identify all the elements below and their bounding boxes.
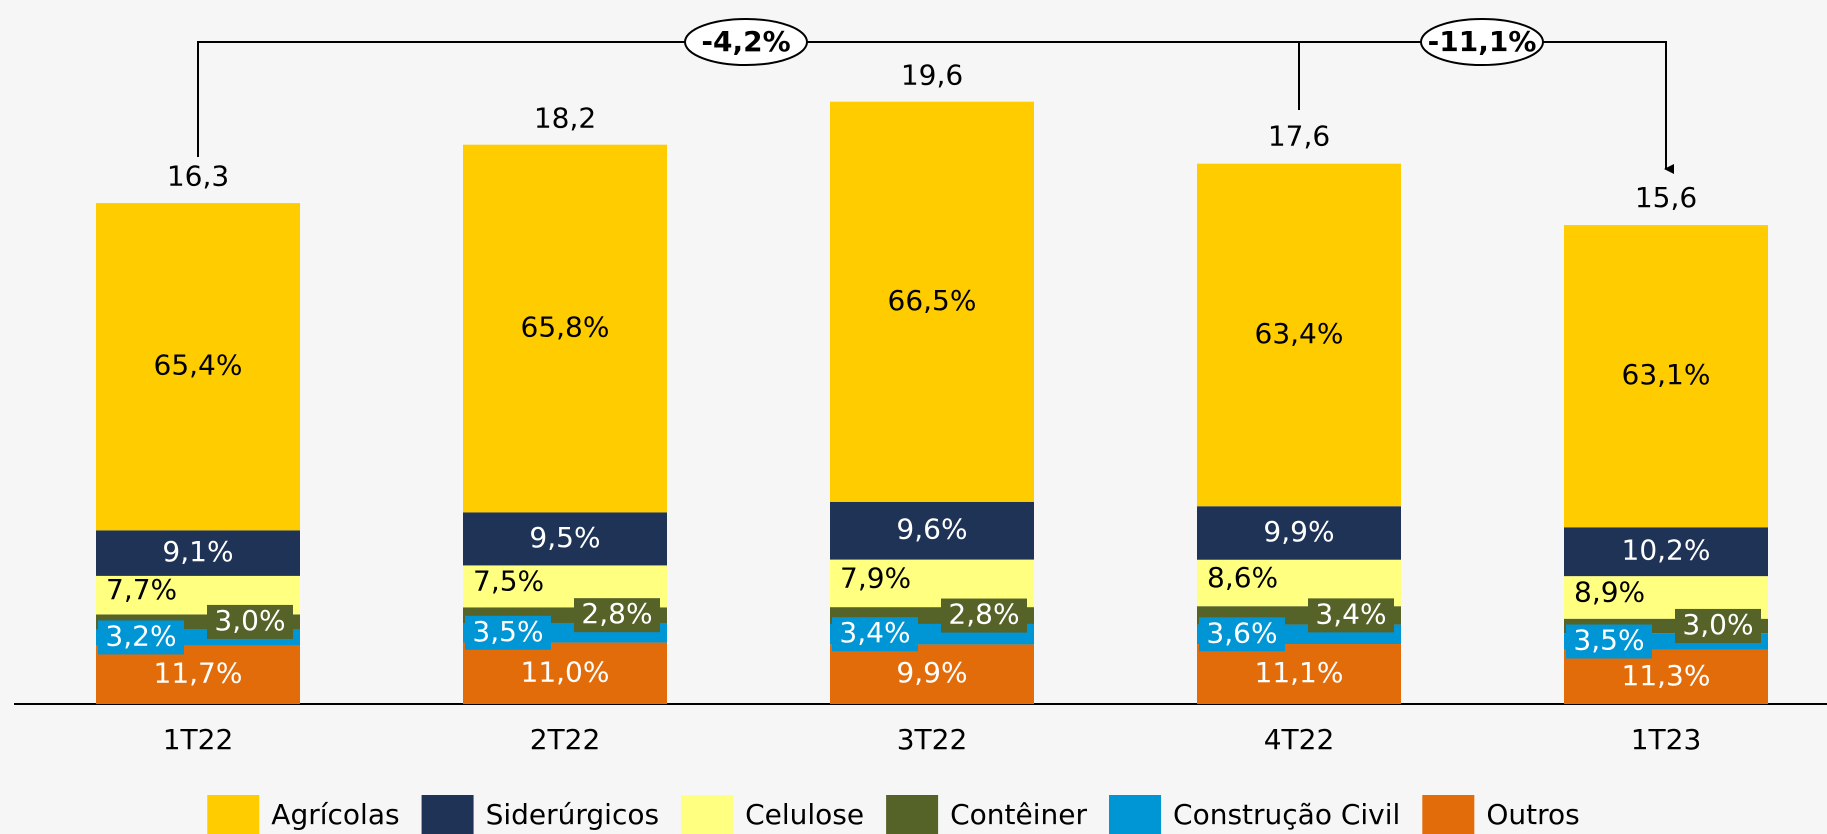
data-label: 9,9%: [896, 656, 967, 689]
bar-segment: [1197, 644, 1401, 704]
bar-segment: [1197, 163, 1401, 507]
legend-label: Agrícolas: [271, 798, 399, 831]
legend-swatch: [421, 795, 474, 834]
total-label: 17,6: [1268, 120, 1330, 153]
legend-swatch: [207, 795, 260, 834]
label-box: [1675, 608, 1761, 643]
data-label: 65,8%: [521, 311, 610, 344]
legend-swatch: [681, 795, 734, 834]
annotation-oval: [684, 18, 808, 66]
label-box: [98, 620, 184, 655]
data-label: 7,9%: [840, 561, 911, 594]
data-label: 11,3%: [1622, 659, 1711, 692]
data-label: 63,4%: [1255, 317, 1344, 350]
x-tick-label: 2T22: [530, 723, 601, 756]
data-label: 3,4%: [1315, 597, 1386, 630]
data-label: 3,6%: [1206, 616, 1277, 649]
annotation-oval: [1420, 18, 1544, 66]
total-label: 16,3: [167, 160, 229, 193]
data-label: 10,2%: [1622, 534, 1711, 567]
bar-segment: [463, 144, 667, 513]
x-tick-label: 4T22: [1264, 723, 1335, 756]
bar-segment: [96, 645, 300, 704]
data-label: 3,5%: [472, 615, 543, 648]
label-box: [1566, 624, 1652, 659]
bar-segment: [1564, 649, 1768, 704]
label-box: [465, 615, 551, 650]
data-label: 2,8%: [948, 598, 1019, 631]
bar-segment: [830, 501, 1034, 560]
label-box: [207, 604, 293, 639]
bar-segment: [1197, 506, 1401, 560]
data-label: 11,7%: [154, 657, 243, 690]
legend: Agrícolas Siderúrgicos Celulose Contêiner Co…: [207, 795, 1580, 834]
bar-segment: [1564, 527, 1768, 577]
data-label: 8,6%: [1207, 561, 1278, 594]
total-label: 19,6: [901, 58, 963, 91]
data-label: 3,0%: [1682, 608, 1753, 641]
legend-label: Outros: [1486, 798, 1579, 831]
legend-label: Construção Civil: [1173, 798, 1400, 831]
data-label: 8,9%: [1574, 575, 1645, 608]
data-label: 11,0%: [521, 655, 610, 688]
x-tick-label: 1T22: [163, 723, 234, 756]
annotation: -11,1%: [1428, 25, 1537, 58]
data-label: 9,1%: [162, 535, 233, 568]
label-box: [832, 617, 918, 652]
legend-swatch: [886, 795, 939, 834]
data-label: 9,9%: [1263, 515, 1334, 548]
data-label: 65,4%: [154, 349, 243, 382]
total-label: 18,2: [534, 101, 596, 134]
bar-segment: [463, 512, 667, 566]
data-label: 3,0%: [214, 604, 285, 637]
data-label: 9,6%: [896, 513, 967, 546]
connector: [197, 41, 1674, 174]
bar-segment: [830, 644, 1034, 704]
label-box: [1199, 617, 1285, 652]
bar-segment: [96, 203, 300, 531]
bar-segment: [1564, 225, 1768, 528]
label-box: [574, 598, 660, 633]
legend-label: Contêiner: [950, 798, 1087, 831]
data-label: 7,5%: [473, 564, 544, 597]
data-label: 7,7%: [106, 573, 177, 606]
bar-segment: [96, 530, 300, 576]
label-box: [941, 598, 1027, 633]
data-label: 66,5%: [888, 284, 977, 317]
data-label: 3,5%: [1573, 624, 1644, 657]
bar-segment: [830, 101, 1034, 502]
annotation: -4,2%: [701, 25, 790, 58]
legend-swatch: [1109, 795, 1162, 834]
total-label: 15,6: [1635, 181, 1697, 214]
data-label: 9,5%: [529, 521, 600, 554]
data-label: 11,1%: [1255, 656, 1344, 689]
x-tick-label: 1T23: [1631, 723, 1702, 756]
data-label: 63,1%: [1622, 358, 1711, 391]
data-label: 3,2%: [105, 619, 176, 652]
legend-label: Siderúrgicos: [486, 798, 660, 831]
legend-label: Celulose: [745, 798, 864, 831]
label-box: [1308, 598, 1394, 633]
data-label: 3,4%: [839, 616, 910, 649]
legend-swatch: [1422, 795, 1475, 834]
bar-segment: [463, 642, 667, 704]
data-label: 2,8%: [581, 597, 652, 630]
x-tick-label: 3T22: [897, 723, 968, 756]
